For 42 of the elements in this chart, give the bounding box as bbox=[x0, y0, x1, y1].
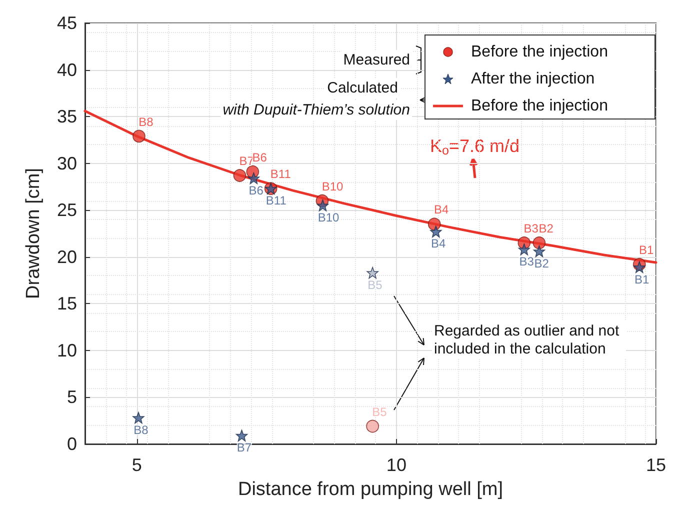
y-tick-label: 25 bbox=[56, 200, 77, 220]
data-label: B10 bbox=[318, 210, 340, 225]
legend-label: Before the injection bbox=[471, 98, 608, 114]
data-label: B1 bbox=[638, 242, 654, 257]
data-label: B3 bbox=[519, 254, 534, 269]
y-tick-label: 30 bbox=[56, 153, 77, 174]
data-label: B8 bbox=[138, 114, 154, 129]
data-label: B7 bbox=[236, 440, 252, 455]
annotation: Measured bbox=[343, 52, 410, 68]
y-axis-title: Drawdown [cm] bbox=[23, 168, 44, 299]
data-label: B11 bbox=[270, 167, 292, 182]
y-tick-label: 35 bbox=[56, 106, 77, 127]
x-axis-title: Distance from pumping well [m] bbox=[238, 479, 504, 500]
x-tick-label: 10 bbox=[386, 455, 406, 475]
data-label: B8 bbox=[134, 422, 149, 437]
legend-label: Before the injection bbox=[471, 44, 608, 60]
y-tick-label: 15 bbox=[56, 294, 77, 314]
data-label: B5 bbox=[368, 278, 383, 292]
y-tick-label: 40 bbox=[56, 60, 77, 80]
annotation: with Dupuit-Thiem’s solution bbox=[222, 102, 410, 118]
legend-label: After the injection bbox=[471, 70, 595, 88]
y-tick-label: 0 bbox=[66, 434, 77, 454]
data-label: B2 bbox=[538, 221, 554, 236]
data-label: B3 bbox=[524, 221, 539, 236]
data-label: B11 bbox=[266, 194, 287, 208]
data-label: B2 bbox=[534, 256, 550, 270]
x-tick-label: 15 bbox=[646, 455, 666, 475]
y-tick-label: 45 bbox=[56, 13, 77, 33]
y-tick-label: 20 bbox=[56, 246, 77, 267]
annotation: Calculated bbox=[327, 80, 398, 96]
data-label: B4 bbox=[434, 202, 449, 217]
y-tick-label: 5 bbox=[66, 387, 77, 408]
data-label: B6 bbox=[252, 150, 268, 164]
data-label: B10 bbox=[322, 179, 344, 194]
data-label: B5 bbox=[372, 404, 388, 419]
annotation: Regarded as outlier and not included in the calculation bbox=[434, 322, 624, 358]
data-label: B4 bbox=[431, 236, 446, 251]
data-label: B6 bbox=[248, 183, 264, 198]
data-label: B1 bbox=[634, 272, 650, 286]
data-label: B7 bbox=[239, 154, 254, 168]
x-tick-label: 5 bbox=[132, 455, 142, 475]
y-tick-label: 10 bbox=[56, 340, 77, 360]
